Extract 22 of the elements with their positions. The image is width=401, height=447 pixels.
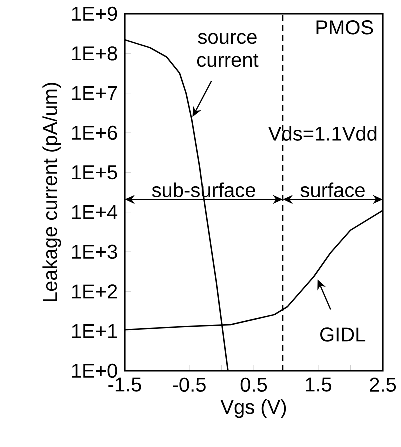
y-tick-label: 1E+7 — [72, 86, 118, 100]
y-tick-label: 1E+4 — [72, 205, 118, 220]
annotation: PMOS — [316, 20, 374, 35]
y-tick-label: 1E+5 — [72, 166, 118, 180]
annotation: source current — [197, 33, 259, 68]
annotation: surface — [300, 182, 365, 198]
y-tick-label: 1E+1 — [72, 324, 118, 338]
y-tick-label: 1E+2 — [72, 284, 118, 299]
annotation: Vds=1.1Vdd — [268, 126, 377, 141]
x-tick-label: -0.5 — [173, 378, 206, 392]
y-axis-title: Leakage current (pA/um) — [42, 83, 62, 302]
x-tick-label: 2.5 — [370, 378, 396, 392]
y-tick-label: 1E+9 — [72, 6, 118, 22]
x-tick-label: 1.5 — [306, 378, 332, 392]
y-tick-label: 1E+6 — [72, 126, 118, 140]
y-tick-label: 1E+3 — [72, 244, 118, 260]
y-tick-label: 1E+8 — [72, 46, 118, 61]
annotation: GIDL — [320, 328, 366, 342]
x-axis-title: Vgs (V) — [220, 400, 286, 418]
x-tick-label: -1.5 — [108, 378, 142, 392]
y-tick-label: 1E+0 — [72, 364, 118, 378]
x-tick-label: 0.5 — [240, 378, 268, 392]
